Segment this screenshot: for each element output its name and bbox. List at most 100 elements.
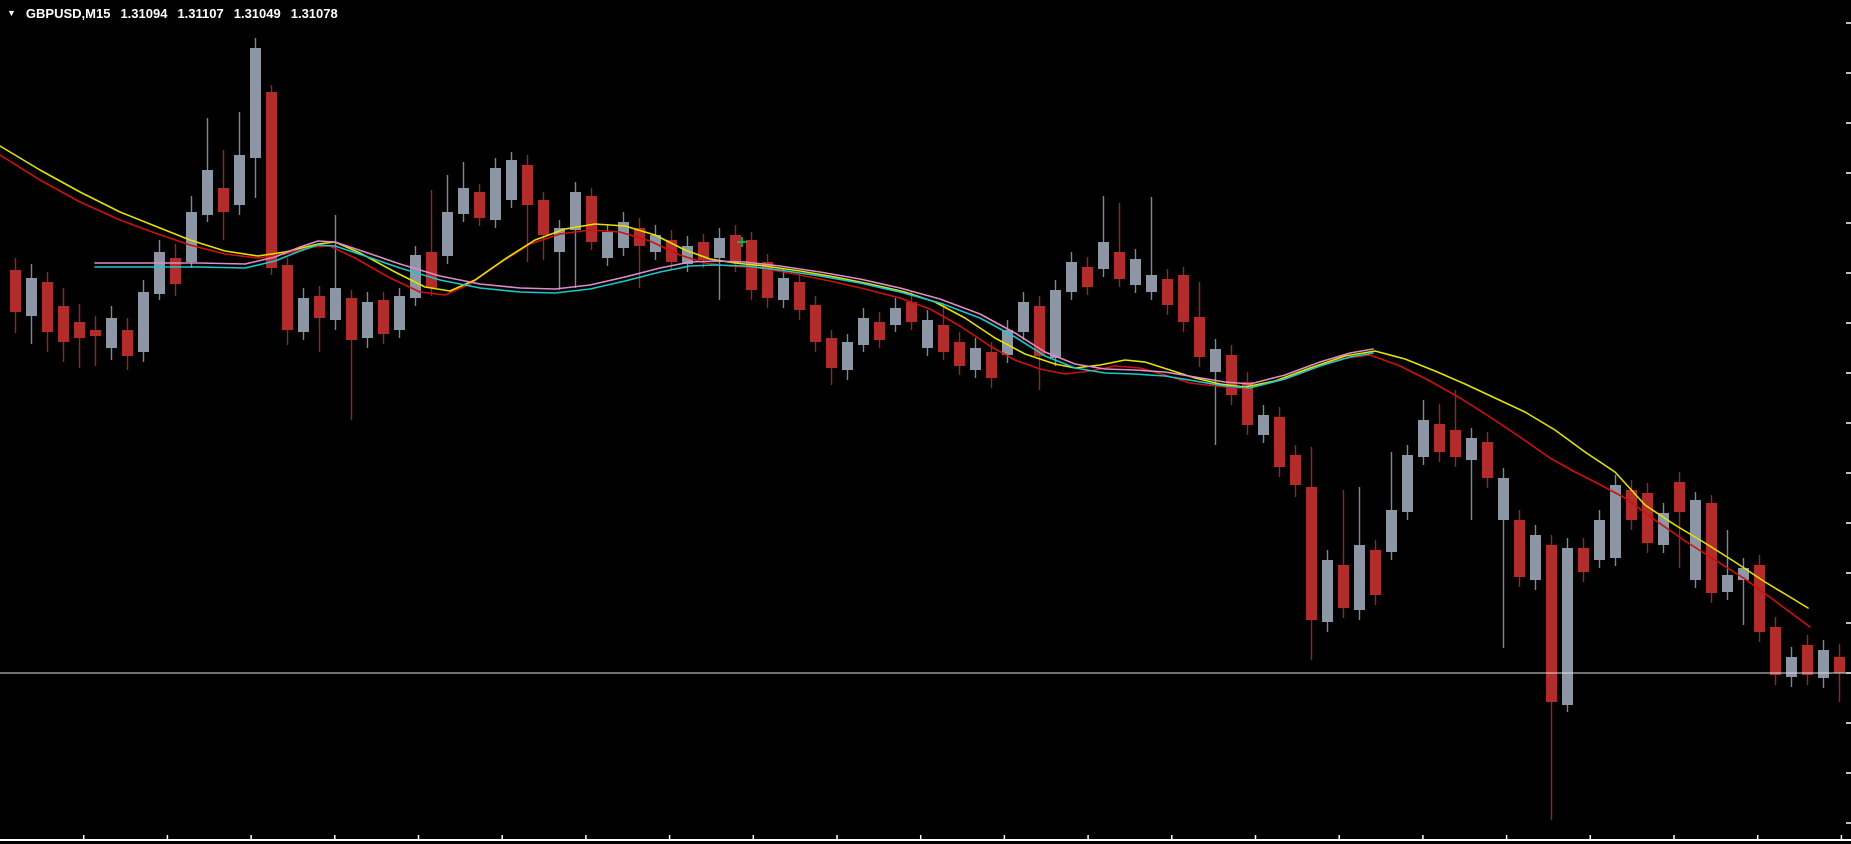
bull-candle-body (234, 155, 245, 205)
bull-candle-body (1018, 302, 1029, 332)
ohlc-low: 1.31049 (233, 6, 281, 21)
bear-candle-body (1834, 657, 1845, 673)
bear-candle-body (874, 322, 885, 340)
bear-candle-body (170, 258, 181, 284)
green-plus-marker-icon (737, 237, 747, 247)
bull-candle-body (1818, 650, 1829, 678)
bull-candle-body (1386, 510, 1397, 552)
bull-candle-body (1146, 275, 1157, 292)
bull-candle-body (26, 278, 37, 316)
bear-candle-body (1242, 382, 1253, 425)
bull-candle-body (570, 192, 581, 230)
bear-candle-body (90, 330, 101, 336)
bull-candle-body (1658, 513, 1669, 545)
bear-candle-body (730, 235, 741, 262)
bear-candle-body (1514, 520, 1525, 577)
bull-candle-body (1738, 568, 1749, 580)
bear-candle-body (378, 300, 389, 334)
bear-candle-body (1226, 355, 1237, 395)
bull-candle-body (714, 238, 725, 258)
bull-candle-body (442, 212, 453, 256)
bear-candle-body (986, 352, 997, 378)
ma-cyan-line (94, 244, 1374, 389)
bear-candle-body (1802, 645, 1813, 675)
bull-candle-body (1498, 478, 1509, 520)
bear-candle-body (538, 200, 549, 235)
bull-candle-body (362, 302, 373, 338)
collapse-triangle-icon[interactable]: ▼ (7, 8, 16, 18)
bear-candle-body (314, 296, 325, 318)
bear-candle-body (1306, 487, 1317, 620)
bear-candle-body (826, 338, 837, 368)
bull-candle-body (602, 232, 613, 258)
ohlc-high: 1.31107 (177, 6, 224, 21)
bull-candle-body (778, 278, 789, 300)
bear-candle-body (1642, 493, 1653, 543)
bear-candle-body (1194, 317, 1205, 357)
bear-candle-body (1162, 279, 1173, 305)
bear-candle-body (1434, 424, 1445, 452)
bear-candle-body (1754, 565, 1765, 632)
symbol-period-label: GBPUSD,M15 (25, 6, 111, 21)
bull-candle-body (154, 252, 165, 294)
bull-candle-body (1594, 520, 1605, 560)
bear-candle-body (74, 322, 85, 338)
bear-candle-body (1546, 545, 1557, 702)
bull-candle-body (858, 318, 869, 345)
bull-candle-body (202, 170, 213, 215)
bear-candle-body (1482, 442, 1493, 478)
bear-candle-body (634, 228, 645, 246)
bull-candle-body (1066, 262, 1077, 292)
bull-candle-body (1130, 259, 1141, 285)
bull-candle-body (1402, 455, 1413, 512)
bear-candle-body (1578, 548, 1589, 572)
bull-candle-body (330, 288, 341, 320)
bear-candle-body (218, 188, 229, 212)
time-axis (0, 835, 1851, 841)
bear-candle-body (42, 282, 53, 332)
bear-candle-body (954, 342, 965, 366)
bull-candle-body (1002, 330, 1013, 355)
bull-candle-body (1050, 290, 1061, 358)
bull-candle-body (138, 292, 149, 352)
bear-candle-body (1370, 550, 1381, 595)
bear-candle-body (762, 262, 773, 298)
ohlc-open: 1.31094 (120, 6, 168, 21)
bear-candle-body (522, 165, 533, 205)
bull-candle-body (1722, 575, 1733, 592)
bear-candle-body (474, 192, 485, 218)
bear-candle-body (1082, 267, 1093, 287)
bull-candle-body (506, 160, 517, 200)
bear-candle-body (10, 270, 21, 312)
bear-candle-body (1770, 627, 1781, 675)
bear-candle-body (346, 298, 357, 340)
bull-candle-body (106, 318, 117, 348)
bear-candle-body (1274, 417, 1285, 467)
bull-candle-body (842, 342, 853, 370)
bear-candle-body (794, 282, 805, 310)
bull-candle-body (618, 222, 629, 248)
bear-candle-body (586, 196, 597, 242)
bull-candle-body (250, 48, 261, 158)
bear-candle-body (426, 252, 437, 288)
bull-candle-body (410, 255, 421, 298)
bear-candle-body (1034, 306, 1045, 356)
bull-candle-body (1690, 500, 1701, 580)
ma-pink-line (94, 240, 1374, 385)
bull-candle-body (1530, 535, 1541, 580)
bear-candle-body (1114, 252, 1125, 279)
bear-candle-body (1674, 482, 1685, 512)
bull-candle-body (970, 348, 981, 370)
bear-candle-body (938, 325, 949, 352)
bear-candle-body (122, 330, 133, 356)
bull-candle-body (890, 308, 901, 325)
price-axis-ticks (1846, 22, 1851, 824)
bull-candle-body (298, 298, 309, 332)
bull-candle-body (922, 320, 933, 348)
bear-candle-body (1338, 565, 1349, 608)
bull-candle-body (1210, 349, 1221, 372)
bull-candle-body (1354, 545, 1365, 610)
